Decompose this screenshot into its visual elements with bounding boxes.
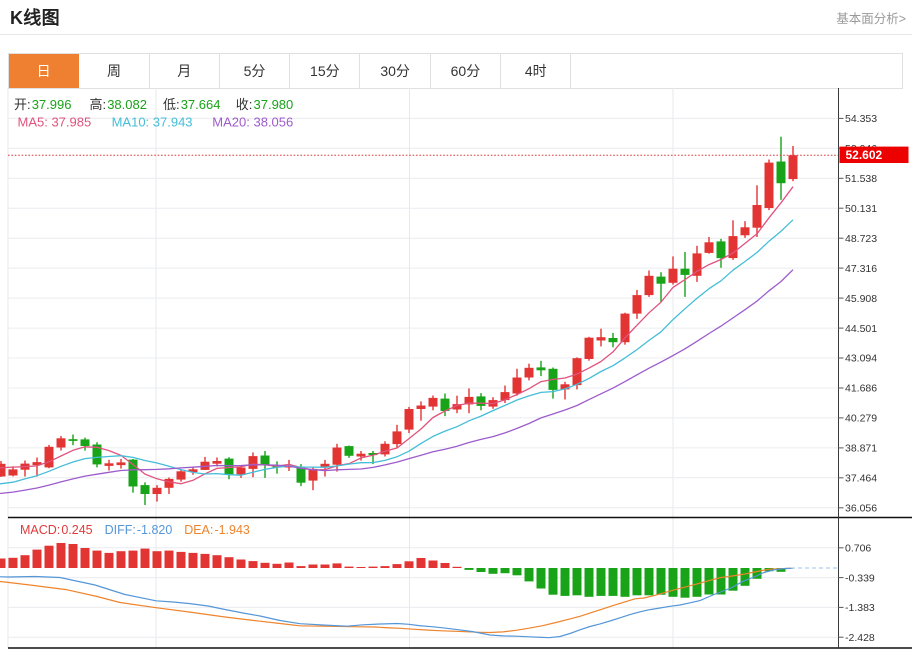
svg-text:48.723: 48.723 — [845, 233, 877, 245]
svg-text:37.464: 37.464 — [845, 473, 877, 485]
svg-text:36.056: 36.056 — [845, 502, 877, 514]
svg-text:-0.339: -0.339 — [845, 572, 875, 584]
svg-text:MA20: 38.056: MA20: 38.056 — [212, 115, 293, 130]
svg-text:45.908: 45.908 — [845, 293, 877, 305]
svg-text:50.131: 50.131 — [845, 203, 877, 215]
svg-text:DIFF: -1.820: DIFF: -1.820 — [105, 523, 173, 537]
svg-text:MA5: 37.985: MA5: 37.985 — [18, 115, 92, 130]
svg-text:40.279: 40.279 — [845, 413, 877, 425]
svg-text:41.686: 41.686 — [845, 383, 877, 395]
svg-text:0.706: 0.706 — [845, 543, 871, 555]
svg-text:51.538: 51.538 — [845, 173, 877, 185]
svg-text:38.871: 38.871 — [845, 443, 877, 455]
svg-text:MA10: 37.943: MA10: 37.943 — [112, 115, 193, 130]
svg-text:44.501: 44.501 — [845, 323, 877, 335]
svg-text:43.094: 43.094 — [845, 353, 877, 365]
svg-text:高: 38.082: 高: 38.082 — [90, 97, 147, 112]
svg-text:52.602: 52.602 — [846, 148, 883, 162]
svg-text:低: 37.664: 低: 37.664 — [163, 97, 220, 112]
svg-text:47.316: 47.316 — [845, 263, 877, 275]
svg-text:DEA: -1.943: DEA: -1.943 — [184, 523, 250, 537]
svg-text:-2.428: -2.428 — [845, 632, 875, 644]
svg-text:收: 37.980: 收: 37.980 — [236, 97, 293, 112]
svg-text:54.353: 54.353 — [845, 113, 877, 125]
svg-text:开: 37.996: 开: 37.996 — [14, 97, 71, 112]
svg-text:-1.383: -1.383 — [845, 602, 875, 614]
svg-text:MACD: 0.245: MACD: 0.245 — [20, 523, 93, 537]
